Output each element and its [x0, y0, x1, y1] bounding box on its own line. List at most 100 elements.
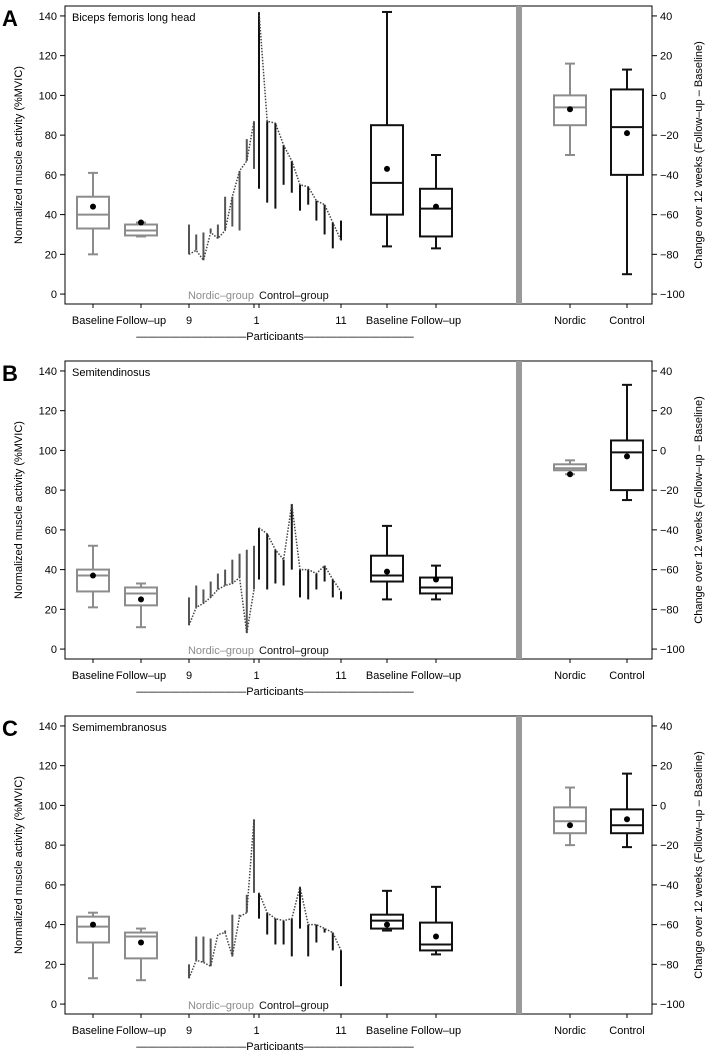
x-label-nordic: Nordic [554, 315, 586, 327]
control-change-box [610, 68, 644, 276]
participant-trend-line [258, 503, 342, 592]
panel-a-svg: A Biceps femoris long head020406080100120… [2, 5, 705, 340]
x-label-baseline: Baseline [72, 315, 114, 327]
left-axis-title: Normalized muscle activity (%MVIC) [13, 776, 25, 954]
left-axis-tick-label: 20 [45, 959, 57, 971]
x-label-followup: Follow–up [116, 315, 166, 327]
panel-b: B Semitendinosus 0 20 40 60 80 100 120 140 −100 −80… [0, 355, 710, 695]
left-axis-tick-label: 40 [45, 210, 57, 222]
x-label-control-baseline: Baseline [366, 670, 408, 682]
control-change-box [610, 383, 644, 502]
nordic-baseline-box [76, 911, 110, 980]
x-label-control-baseline: Baseline [366, 315, 408, 327]
left-axis-tick-label: 120 [39, 761, 57, 773]
x-label-control: Control [609, 315, 644, 327]
right-axis-tick-label: −60 [660, 920, 679, 932]
box-mean [624, 816, 630, 823]
nordic-group-label: Nordic–group [188, 290, 254, 302]
right-axis-tick-label: −60 [660, 565, 679, 577]
control-baseline-box [370, 889, 404, 932]
control-followup-box [419, 564, 453, 601]
left-axis-tick-label: 80 [45, 130, 57, 142]
right-axis-tick-label: 40 [660, 11, 672, 23]
nordic-followup-box [124, 219, 158, 238]
right-axis-tick-label: 20 [660, 761, 672, 773]
left-axis-tick-label: 100 [39, 90, 57, 102]
participant-trend-line [188, 576, 255, 634]
left-axis-title: Normalized muscle activity (%MVIC) [13, 66, 25, 244]
right-axis-tick-label: 40 [660, 366, 672, 378]
box-iqr [610, 88, 644, 176]
box-iqr [419, 921, 453, 952]
x-label-participant-11: 11 [335, 1025, 346, 1037]
x-label-control-baseline: Baseline [366, 1025, 408, 1037]
left-axis-tick-label: 40 [45, 920, 57, 932]
right-axis-tick-label: 20 [660, 51, 672, 63]
panel-c-svg: C Semimembranosus020406080100120140−100−8… [2, 715, 705, 1050]
control-group-label: Control–group [259, 645, 329, 657]
right-axis-tick-label: −80 [660, 604, 679, 616]
left-axis-tick-label: 0 [51, 289, 57, 301]
right-axis-tick-label: 40 [660, 721, 672, 733]
box-iqr [124, 586, 158, 607]
control-group-label: Control–group [259, 1000, 329, 1012]
right-axis-tick-label: 0 [660, 90, 666, 102]
control-baseline-box [370, 524, 404, 601]
right-axis-tick-label: −80 [660, 959, 679, 971]
x-label-participant-1: 1 [253, 670, 259, 682]
box-iqr [76, 915, 110, 944]
left-axis-tick-label: 40 [45, 565, 57, 577]
box-iqr [610, 808, 644, 835]
right-axis-tick-label: −20 [660, 130, 679, 142]
box-iqr [76, 568, 110, 593]
left-axis-tick-label: 80 [45, 840, 57, 852]
box-mean [138, 219, 144, 226]
group-divider [516, 6, 522, 304]
box-iqr [370, 124, 404, 216]
left-axis-tick-label: 120 [39, 406, 57, 418]
x-label-nordic: Nordic [554, 670, 586, 682]
x-label-participant-11: 11 [335, 670, 346, 682]
left-axis-tick-label: 20 [45, 604, 57, 616]
participants-label: ——————————Participants—————————— [136, 1041, 413, 1050]
control-baseline-box [370, 10, 404, 248]
box-iqr [553, 94, 587, 127]
right-axis-tick-label: −80 [660, 249, 679, 261]
nordic-group-label: Nordic–group [188, 1000, 254, 1012]
panel-title: Semitendinosus [72, 367, 151, 379]
right-axis-tick-label: −20 [660, 485, 679, 497]
group-divider [516, 361, 522, 659]
panel-title: Biceps femoris long head [72, 12, 196, 24]
box-mean [433, 203, 439, 210]
right-axis-tick-label: −100 [660, 289, 685, 301]
right-axis-tick-label: 0 [660, 445, 666, 457]
box-mean [90, 921, 96, 928]
panel-title: Semimembranosus [72, 722, 167, 734]
control-followup-box [419, 154, 453, 250]
panel-b-svg: B Semitendinosus020406080100120140−100−80… [2, 360, 705, 695]
nordic-baseline-box [76, 171, 110, 256]
right-axis-tick-label: −40 [660, 880, 679, 892]
participants-label: ——————————Participants—————————— [136, 686, 413, 695]
plot-frame [64, 360, 653, 660]
participant-trend-line [258, 886, 342, 951]
left-axis-tick-label: 140 [39, 366, 57, 378]
box-mean [433, 576, 439, 583]
right-axis-tick-label: −40 [660, 170, 679, 182]
nordic-followup-box [124, 927, 158, 982]
left-axis-tick-label: 20 [45, 249, 57, 261]
left-axis-tick-label: 0 [51, 999, 57, 1011]
left-axis-tick-label: 60 [45, 880, 57, 892]
box-mean [384, 921, 390, 928]
control-followup-box [419, 885, 453, 956]
x-label-baseline: Baseline [72, 670, 114, 682]
panel-letter: A [2, 6, 18, 31]
box-mean [624, 453, 630, 460]
left-axis-tick-label: 100 [39, 800, 57, 812]
left-axis-tick-label: 140 [39, 11, 57, 23]
panel-c: C Semimembranosus 0 20 40 60 80 100 120 140 −100 −8… [0, 710, 710, 1050]
x-label-participant-9: 9 [186, 1025, 192, 1037]
nordic-change-box [553, 62, 587, 156]
left-axis-tick-label: 60 [45, 525, 57, 537]
x-label-followup: Follow–up [116, 670, 166, 682]
